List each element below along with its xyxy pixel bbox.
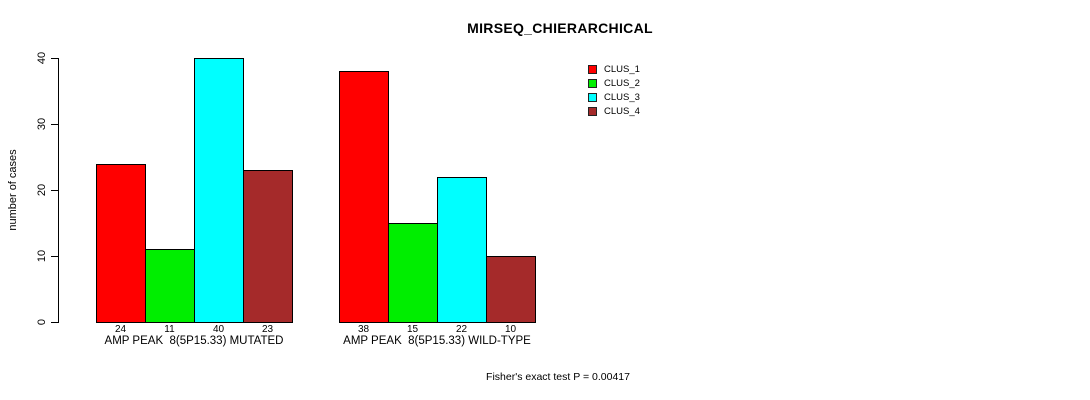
x-group-label: AMP PEAK 8(5P15.33) WILD-TYPE bbox=[343, 335, 531, 347]
legend-swatch-clus_4 bbox=[588, 107, 597, 116]
y-tick-label: 20 bbox=[36, 183, 48, 197]
legend-label: CLUS_4 bbox=[604, 106, 640, 117]
bar-clus_1-group2 bbox=[339, 71, 389, 323]
annotation-text: Fisher's exact test P = 0.00417 bbox=[486, 371, 630, 383]
bar-clus_2-group1 bbox=[145, 249, 195, 323]
x-group-label: AMP PEAK 8(5P15.33) MUTATED bbox=[104, 335, 284, 347]
legend-swatch-clus_2 bbox=[588, 79, 597, 88]
bar-value-label: 40 bbox=[212, 324, 225, 335]
legend-swatch-clus_1 bbox=[588, 65, 597, 74]
bar-value-label: 15 bbox=[406, 324, 419, 335]
y-axis-label: number of cases bbox=[7, 149, 19, 231]
legend-label: CLUS_3 bbox=[604, 92, 640, 103]
bar-clus_3-group1 bbox=[194, 58, 244, 323]
bar-clus_3-group2 bbox=[437, 176, 487, 323]
bar-value-label: 24 bbox=[114, 324, 127, 335]
bar-value-label: 11 bbox=[164, 324, 175, 335]
bar-value-label: 22 bbox=[455, 324, 468, 335]
legend-item: CLUS_1 bbox=[588, 63, 640, 76]
bar-clus_1-group1 bbox=[96, 163, 146, 323]
bar-value-label: 38 bbox=[357, 324, 370, 335]
legend-label: CLUS_1 bbox=[604, 64, 640, 75]
legend-item: CLUS_2 bbox=[588, 77, 640, 90]
y-tick-label: 10 bbox=[36, 249, 48, 263]
y-tick bbox=[51, 322, 58, 323]
y-tick bbox=[51, 256, 58, 257]
y-tick bbox=[51, 58, 58, 59]
y-tick-label: 0 bbox=[36, 318, 48, 326]
bar-clus_2-group2 bbox=[388, 223, 438, 323]
chart-title: MIRSEQ_CHIERARCHICAL bbox=[467, 20, 653, 36]
legend-swatch-clus_3 bbox=[588, 93, 597, 102]
y-tick bbox=[51, 124, 58, 125]
legend-label: CLUS_2 bbox=[604, 78, 640, 89]
legend-item: CLUS_4 bbox=[588, 105, 640, 118]
bar-value-label: 23 bbox=[261, 324, 274, 335]
y-tick bbox=[51, 190, 58, 191]
bar-clus_4-group2 bbox=[486, 256, 536, 323]
bar-value-label: 10 bbox=[504, 324, 517, 335]
legend-item: CLUS_3 bbox=[588, 91, 640, 104]
y-axis-line bbox=[58, 58, 59, 323]
legend: CLUS_1 CLUS_2 CLUS_3 CLUS_4 bbox=[588, 63, 640, 119]
y-tick-label: 30 bbox=[36, 117, 48, 131]
bar-clus_4-group1 bbox=[243, 170, 293, 323]
y-tick-label: 40 bbox=[36, 51, 48, 65]
